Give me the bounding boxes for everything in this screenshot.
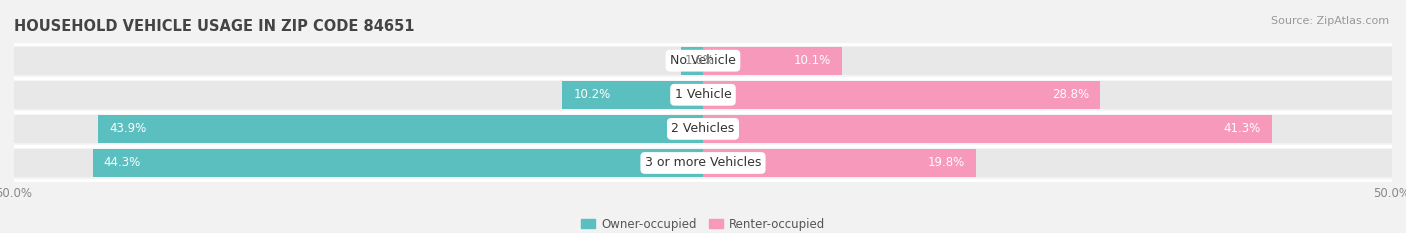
Bar [14, 47, 1392, 75]
Bar [703, 81, 1099, 109]
Text: 19.8%: 19.8% [928, 157, 965, 169]
Text: 10.2%: 10.2% [574, 88, 610, 101]
Text: 1 Vehicle: 1 Vehicle [675, 88, 731, 101]
Text: No Vehicle: No Vehicle [671, 54, 735, 67]
Bar [562, 81, 703, 109]
Text: 10.1%: 10.1% [794, 54, 831, 67]
Text: 44.3%: 44.3% [104, 157, 141, 169]
Text: HOUSEHOLD VEHICLE USAGE IN ZIP CODE 84651: HOUSEHOLD VEHICLE USAGE IN ZIP CODE 8465… [14, 19, 415, 34]
Text: 28.8%: 28.8% [1052, 88, 1088, 101]
Text: Source: ZipAtlas.com: Source: ZipAtlas.com [1271, 16, 1389, 26]
Text: 1.6%: 1.6% [685, 54, 716, 67]
Bar [703, 47, 842, 75]
Bar [14, 149, 1392, 177]
Bar [681, 47, 703, 75]
Text: 43.9%: 43.9% [110, 122, 146, 135]
Bar [14, 115, 1392, 143]
Bar [14, 81, 1392, 109]
Text: 2 Vehicles: 2 Vehicles [672, 122, 734, 135]
Bar [703, 115, 1272, 143]
Text: 3 or more Vehicles: 3 or more Vehicles [645, 157, 761, 169]
Bar [93, 149, 703, 177]
Bar [703, 149, 976, 177]
Bar [98, 115, 703, 143]
Text: 41.3%: 41.3% [1223, 122, 1261, 135]
Legend: Owner-occupied, Renter-occupied: Owner-occupied, Renter-occupied [576, 213, 830, 233]
